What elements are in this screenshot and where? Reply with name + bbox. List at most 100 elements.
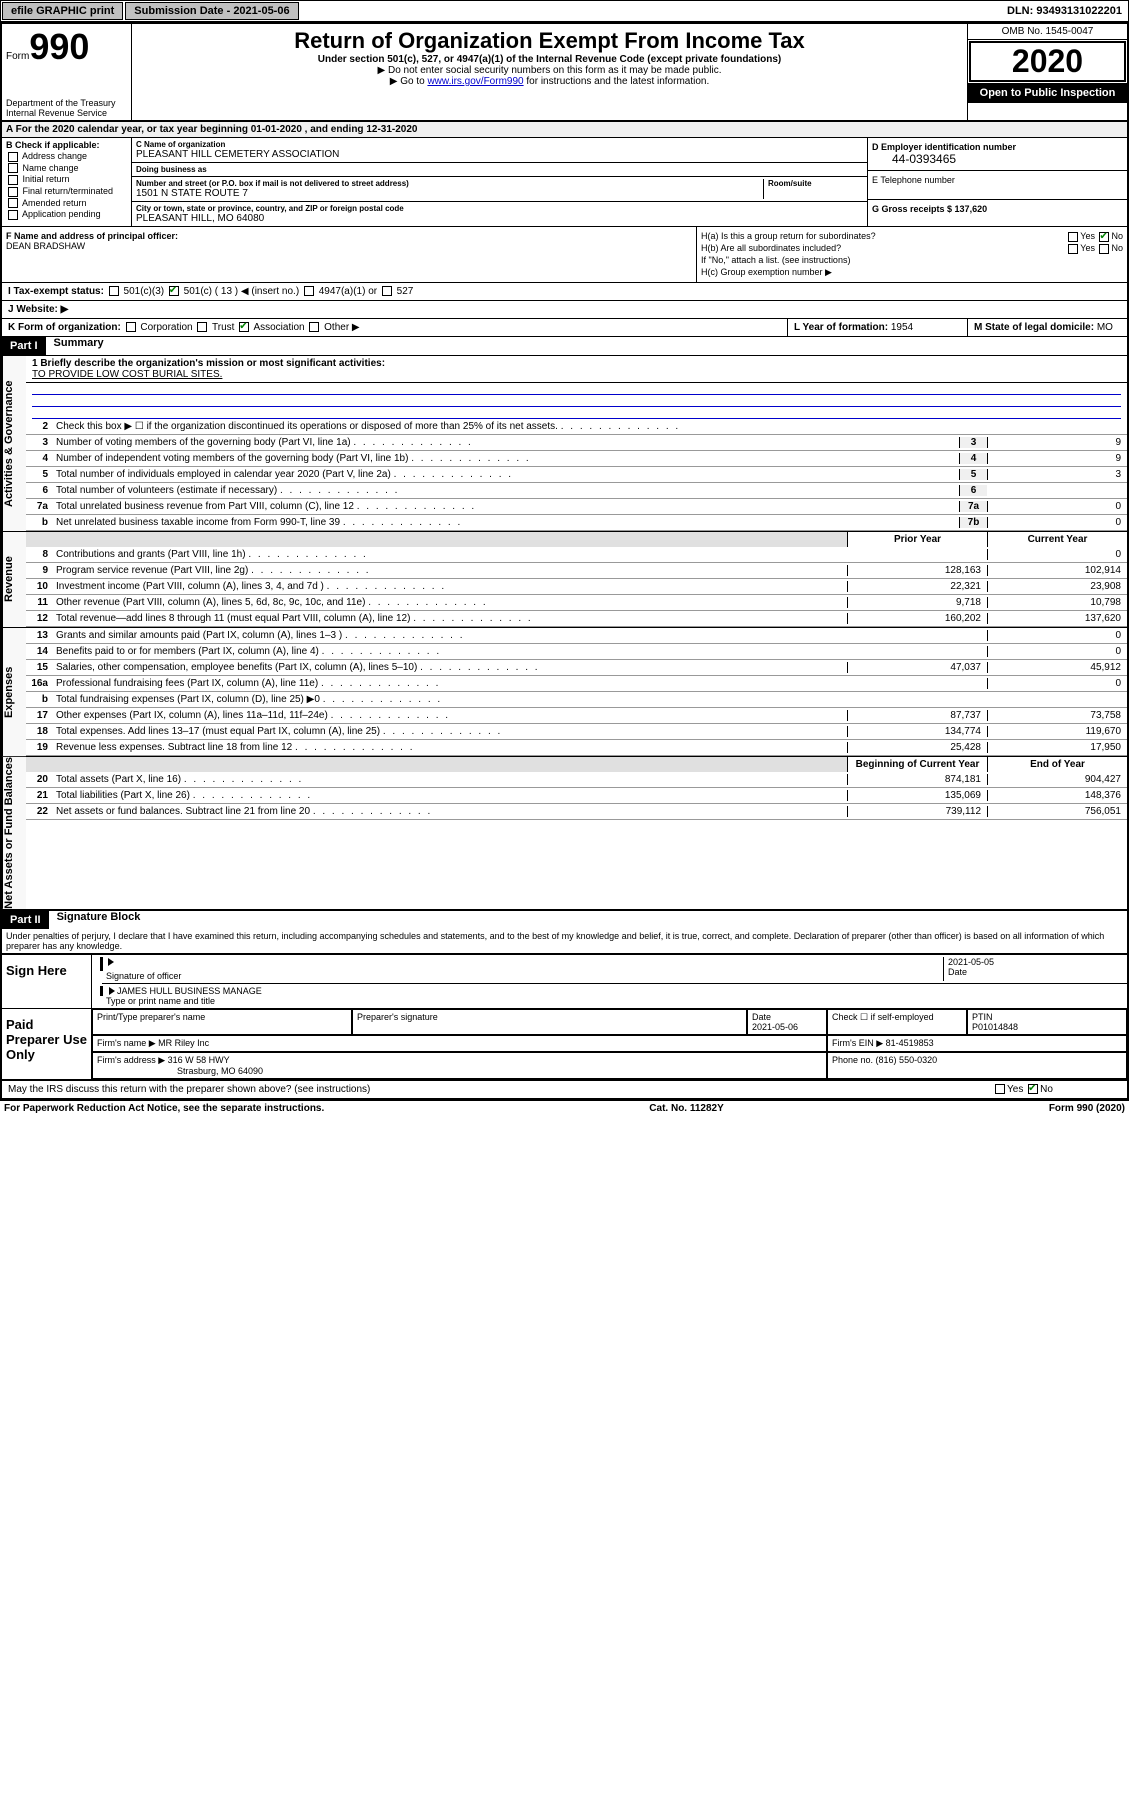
dln-label: DLN: 93493131022201	[1001, 3, 1128, 19]
dept-label: Department of the Treasury Internal Reve…	[6, 98, 127, 118]
ein-lbl: D Employer identification number	[872, 142, 1123, 152]
prep-col-name: Print/Type preparer's name	[92, 1009, 352, 1035]
gross-receipts: G Gross receipts $ 137,620	[868, 200, 1127, 218]
table-row: 4Number of independent voting members of…	[26, 451, 1127, 467]
ts-527[interactable]	[382, 286, 392, 296]
table-row: 16aProfessional fundraising fees (Part I…	[26, 676, 1127, 692]
prep-col-ptin: PTINP01014848	[967, 1009, 1127, 1035]
irs-link[interactable]: www.irs.gov/Form990	[427, 76, 523, 87]
net-headers: Beginning of Current Year End of Year	[26, 757, 1127, 772]
efile-button[interactable]: efile GRAPHIC print	[2, 2, 123, 20]
blank-line-2	[32, 395, 1121, 407]
h-block: H(a) Is this a group return for subordin…	[697, 227, 1127, 282]
ts-4947[interactable]	[304, 286, 314, 296]
part2-title: Signature Block	[49, 911, 141, 929]
part1-title: Summary	[46, 337, 104, 355]
hdr-current: Current Year	[987, 532, 1127, 547]
omb-number: OMB No. 1545-0047	[968, 24, 1127, 40]
discuss-no[interactable]	[1028, 1084, 1038, 1094]
domicile-val: MO	[1097, 322, 1113, 333]
sig-type-lbl: Type or print name and title	[106, 996, 1123, 1006]
ft-other[interactable]	[309, 322, 319, 332]
form-num: 990	[29, 26, 89, 67]
instr2-post: for instructions and the latest informat…	[524, 76, 710, 87]
ft-corp[interactable]	[126, 322, 136, 332]
ts-501c[interactable]	[169, 286, 179, 296]
officer-block: F Name and address of principal officer:…	[2, 227, 697, 282]
org-name: PLEASANT HILL CEMETERY ASSOCIATION	[136, 149, 863, 160]
chk-initial: Initial return	[6, 174, 127, 185]
mission-text: TO PROVIDE LOW COST BURIAL SITES.	[32, 369, 222, 380]
part1-num: Part I	[2, 337, 46, 355]
table-row: 6Total number of volunteers (estimate if…	[26, 483, 1127, 499]
ft-trust[interactable]	[197, 322, 207, 332]
ha-no[interactable]	[1099, 232, 1109, 242]
tax-year-row: A For the 2020 calendar year, or tax yea…	[0, 122, 1129, 138]
room-lbl: Room/suite	[768, 179, 863, 188]
officer-lbl: F Name and address of principal officer:	[6, 231, 692, 241]
domicile-lbl: M State of legal domicile:	[974, 322, 1094, 333]
part2-header: Part II Signature Block	[0, 911, 1129, 929]
hb-yes[interactable]	[1068, 244, 1078, 254]
ein-val: 44-0393465	[872, 152, 1123, 166]
table-row: 21Total liabilities (Part X, line 26) 13…	[26, 788, 1127, 804]
mission-lbl: 1 Briefly describe the organization's mi…	[32, 358, 385, 369]
ts-501c3[interactable]	[109, 286, 119, 296]
yearform-val: 1954	[891, 322, 913, 333]
part1-header: Part I Summary	[0, 337, 1129, 356]
ein-phone-block: D Employer identification number 44-0393…	[867, 138, 1127, 226]
sig-name: JAMES HULL BUSINESS MANAGE	[117, 986, 262, 996]
blank-line-1	[32, 383, 1121, 395]
table-row: 7aTotal unrelated business revenue from …	[26, 499, 1127, 515]
form-subtitle: Under section 501(c), 527, or 4947(a)(1)…	[136, 54, 963, 65]
table-row: 19Revenue less expenses. Subtract line 1…	[26, 740, 1127, 756]
website-row: J Website: ▶	[0, 301, 1129, 319]
mission-block: 1 Briefly describe the organization's mi…	[26, 356, 1127, 383]
receipts-lbl: G Gross receipts $	[872, 204, 955, 214]
chk-amended: Amended return	[6, 198, 127, 209]
sidebar-expenses: Expenses	[2, 628, 26, 756]
signature-block: Sign Here Signature of officer 2021-05-0…	[0, 953, 1129, 1081]
governance-section: Activities & Governance 1 Briefly descri…	[0, 356, 1129, 531]
ha-yes[interactable]	[1068, 232, 1078, 242]
ein-block: D Employer identification number 44-0393…	[868, 138, 1127, 171]
instr-2: ▶ Go to www.irs.gov/Form990 for instruct…	[136, 76, 963, 87]
blank-line-3	[32, 407, 1121, 419]
prep-col-self: Check ☐ if self-employed	[827, 1009, 967, 1035]
public-inspection: Open to Public Inspection	[968, 83, 1127, 103]
chk-address: Address change	[6, 151, 127, 162]
submission-date-button[interactable]: Submission Date - 2021-05-06	[125, 2, 298, 20]
check-applicable: B Check if applicable: Address change Na…	[2, 138, 132, 226]
sidebar-governance: Activities & Governance	[2, 356, 26, 531]
preparer-grid: Print/Type preparer's name Preparer's si…	[92, 1009, 1127, 1035]
tax-status-lbl: I Tax-exempt status:	[8, 286, 104, 297]
receipts-val: 137,620	[955, 204, 988, 214]
footer: For Paperwork Reduction Act Notice, see …	[0, 1100, 1129, 1116]
netassets-section: Net Assets or Fund Balances Beginning of…	[0, 756, 1129, 911]
discuss-yes[interactable]	[995, 1084, 1005, 1094]
discuss-row: May the IRS discuss this return with the…	[0, 1081, 1129, 1100]
form-title: Return of Organization Exempt From Incom…	[136, 28, 963, 54]
hb-note: If "No," attach a list. (see instruction…	[701, 255, 1123, 265]
firm-addr-cell: Firm's address ▶ 316 W 58 HWYStrasburg, …	[92, 1052, 827, 1079]
table-row: 2Check this box ▶ ☐ if the organization …	[26, 419, 1127, 435]
tax-year-text: A For the 2020 calendar year, or tax yea…	[2, 122, 1127, 137]
ft-assoc[interactable]	[239, 322, 249, 332]
table-row: bTotal fundraising expenses (Part IX, co…	[26, 692, 1127, 708]
sidebar-revenue: Revenue	[2, 532, 26, 627]
sig-officer-lbl: Signature of officer	[106, 971, 943, 981]
table-row: 18Total expenses. Add lines 13–17 (must …	[26, 724, 1127, 740]
table-row: 11Other revenue (Part VIII, column (A), …	[26, 595, 1127, 611]
org-info: C Name of organization PLEASANT HILL CEM…	[132, 138, 867, 226]
addr-lbl: Number and street (or P.O. box if mail i…	[136, 179, 763, 188]
sig-arrow-icon	[108, 958, 114, 966]
city-val: PLEASANT HILL, MO 64080	[136, 213, 863, 224]
table-row: 14Benefits paid to or for members (Part …	[26, 644, 1127, 660]
org-name-block: C Name of organization PLEASANT HILL CEM…	[132, 138, 867, 163]
addr-val: 1501 N STATE ROUTE 7	[136, 188, 763, 199]
table-row: 8Contributions and grants (Part VIII, li…	[26, 547, 1127, 563]
city-lbl: City or town, state or province, country…	[136, 204, 863, 213]
hb-no[interactable]	[1099, 244, 1109, 254]
website-lbl: J Website: ▶	[8, 304, 68, 315]
table-row: 3Number of voting members of the governi…	[26, 435, 1127, 451]
